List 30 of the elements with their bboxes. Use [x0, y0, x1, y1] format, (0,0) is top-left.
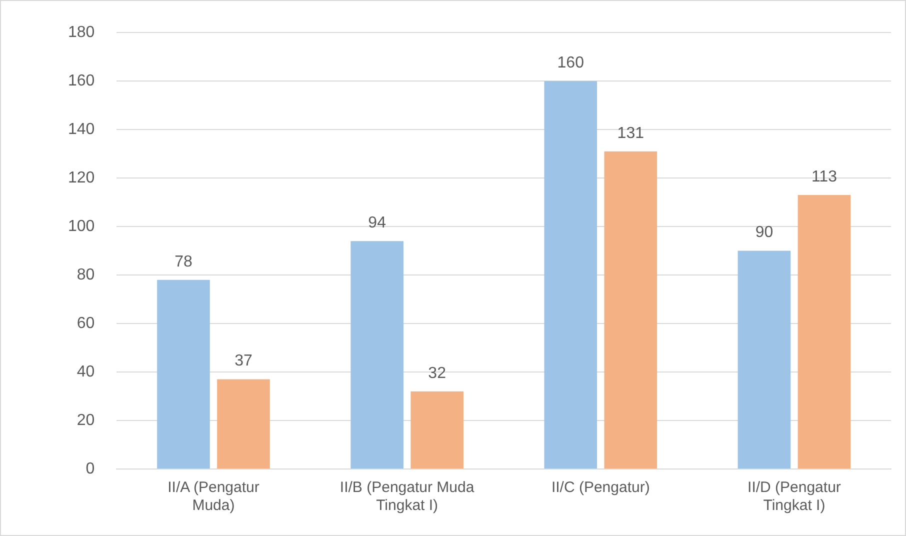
y-tick-label: 160 — [68, 72, 95, 90]
y-tick-label: 0 — [86, 460, 95, 478]
bar — [157, 280, 210, 468]
x-tick-label: II/A (Pengatur Muda) — [168, 479, 260, 514]
bar — [738, 250, 791, 468]
bar — [604, 151, 658, 468]
y-tick-label: 120 — [68, 169, 95, 186]
data-label: 131 — [617, 124, 644, 142]
bar — [350, 241, 404, 468]
data-label: 32 — [428, 364, 446, 382]
data-label: 94 — [368, 214, 386, 232]
x-tick-label: II/C (Pengatur) — [551, 479, 650, 496]
y-tick-label: 180 — [68, 24, 95, 42]
y-tick-label: 100 — [68, 218, 95, 235]
bar — [410, 391, 464, 468]
y-tick-label: 140 — [68, 120, 95, 138]
bar — [217, 379, 270, 468]
data-label: 37 — [234, 352, 252, 370]
data-label: 113 — [811, 168, 838, 186]
bar — [798, 195, 851, 468]
data-label: 160 — [557, 54, 584, 72]
data-label: 90 — [755, 224, 774, 242]
y-tick-label: 40 — [76, 363, 95, 380]
data-label: 78 — [174, 253, 192, 270]
x-tick-label: II/D (Pengatur Tingkat I) — [748, 479, 841, 514]
bar — [544, 81, 598, 468]
x-tick-label: II/B (Pengatur Muda Tingkat I) — [340, 479, 475, 514]
y-tick-label: 20 — [76, 412, 95, 429]
y-tick-label: 80 — [76, 266, 95, 284]
y-tick-label: 60 — [76, 314, 95, 332]
